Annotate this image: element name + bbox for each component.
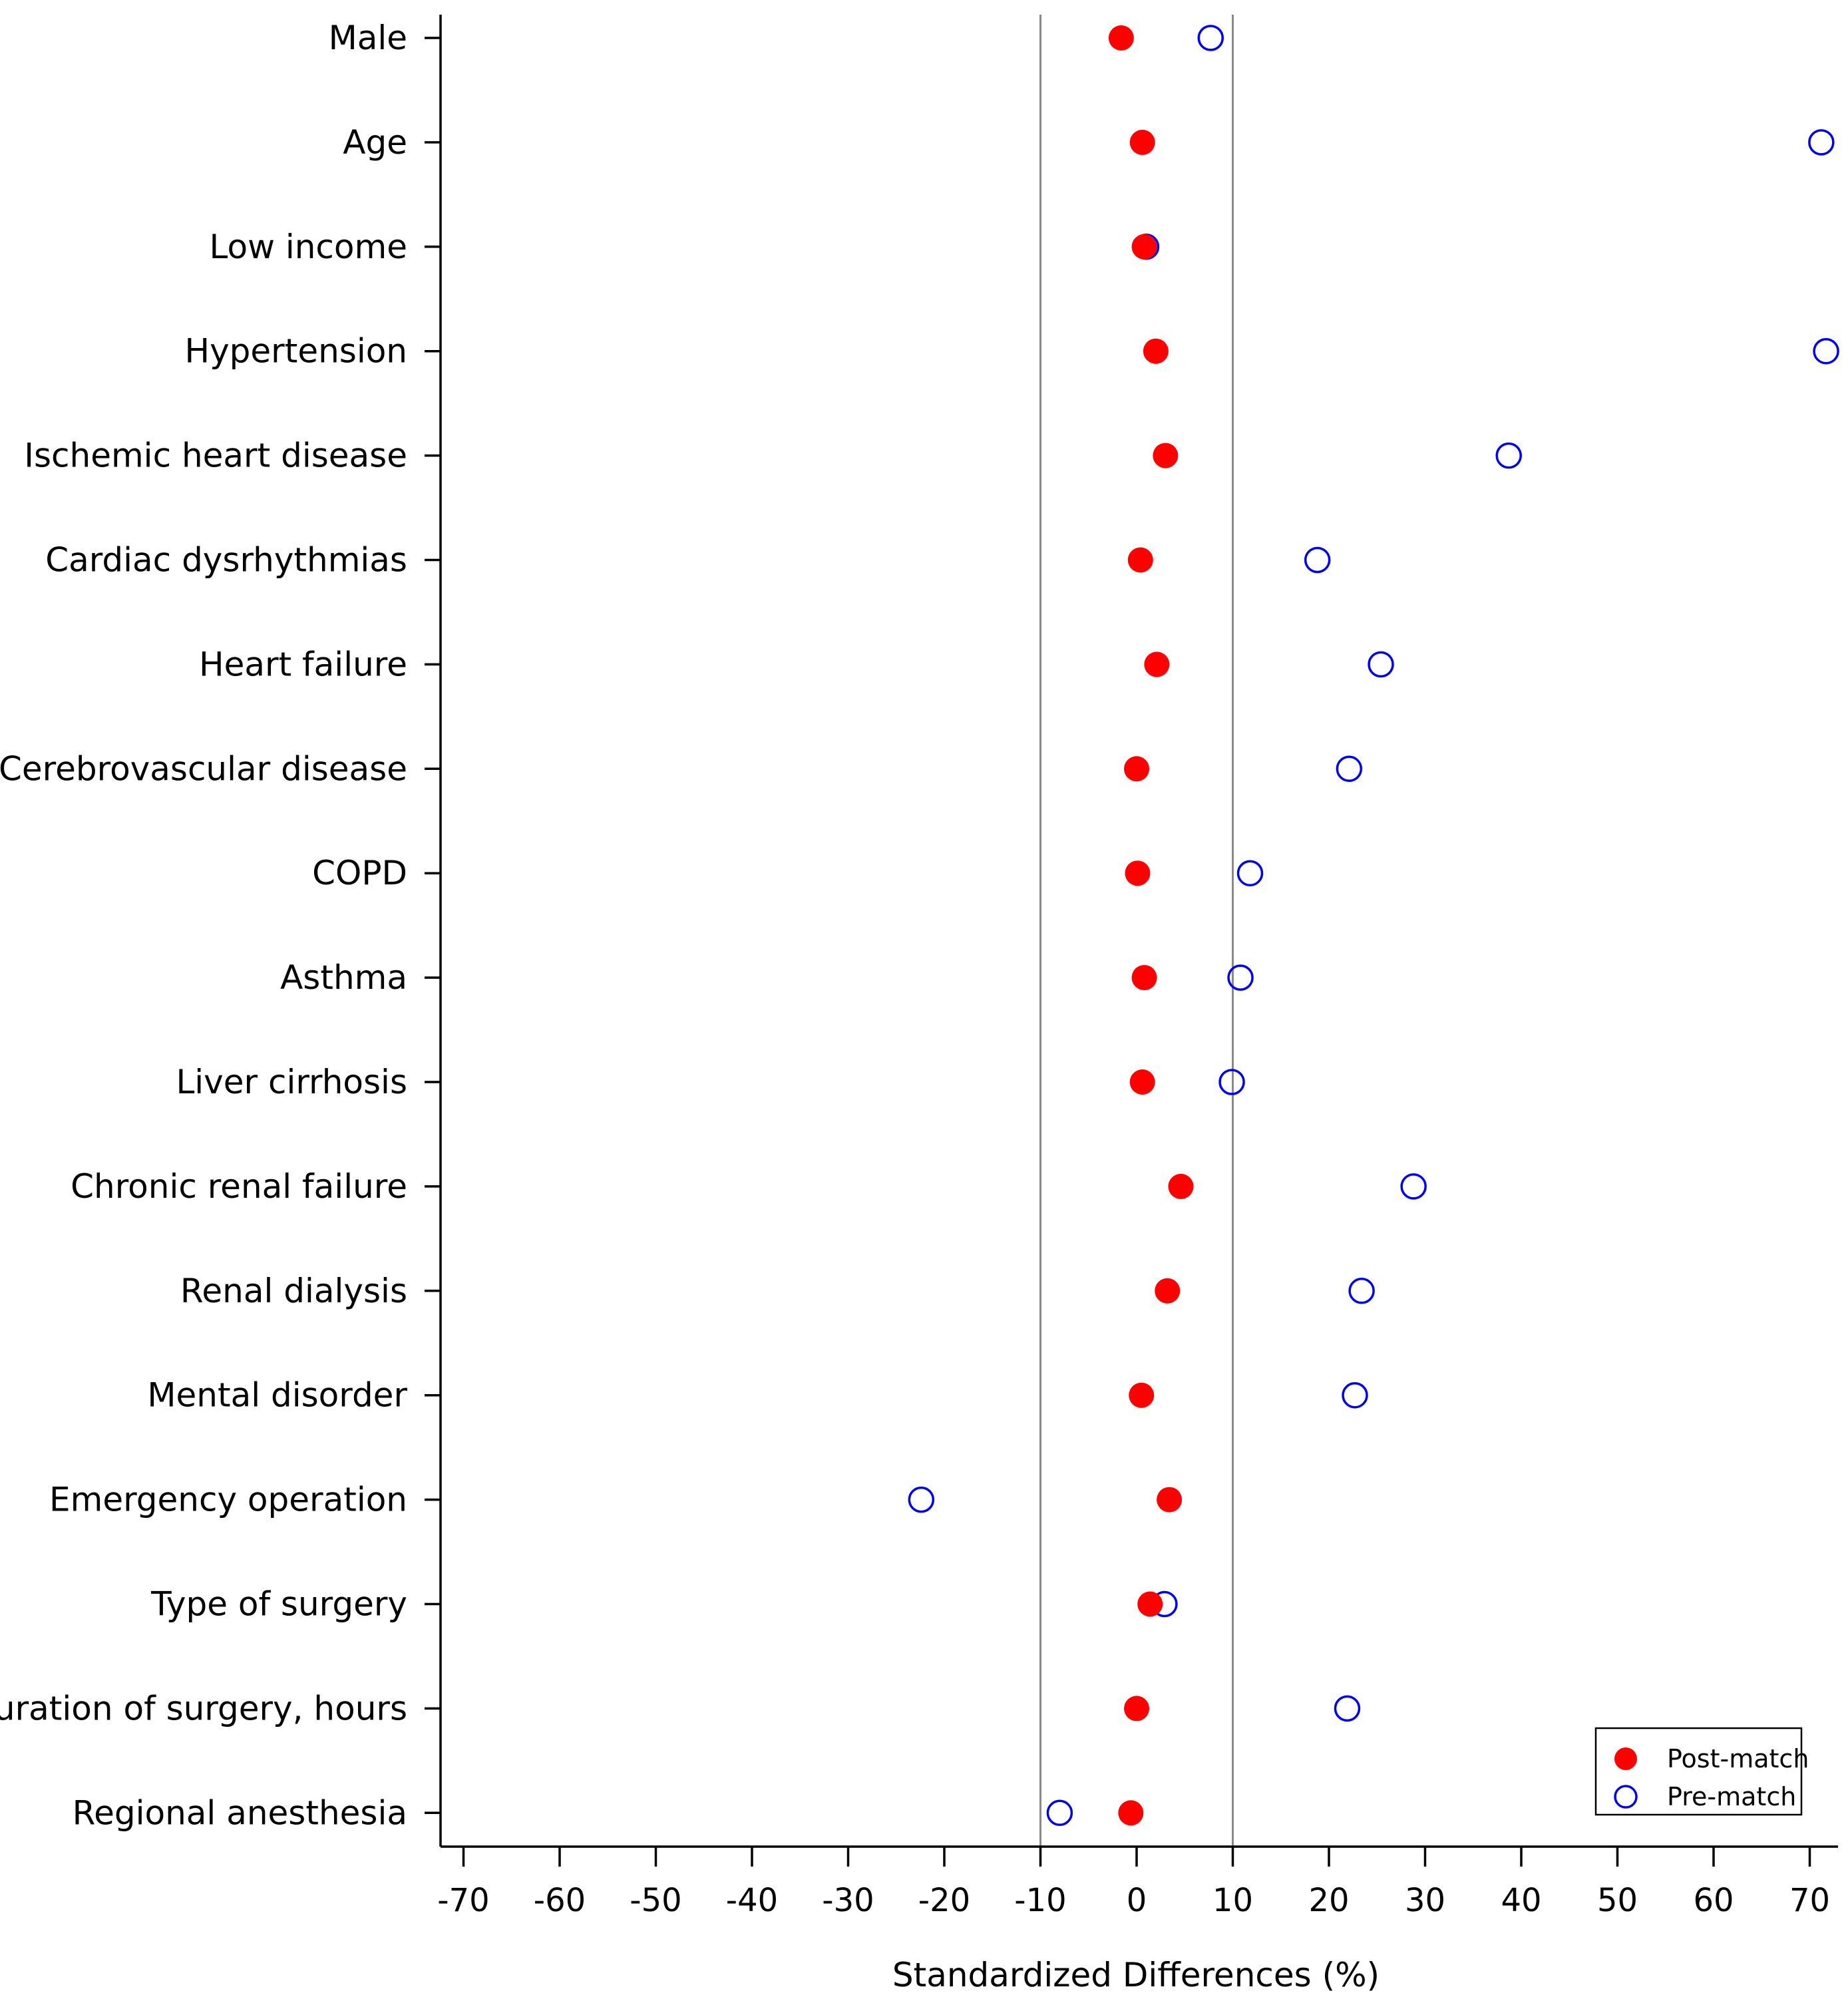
category-label: Heart failure: [199, 645, 407, 683]
point-post-match: [1125, 860, 1151, 886]
x-tick-label: 0: [1127, 1882, 1147, 1919]
point-post-match: [1118, 1800, 1144, 1826]
category-label: Emergency operation: [49, 1481, 407, 1519]
point-post-match: [1155, 1278, 1181, 1304]
category-label: Cerebrovascular disease: [0, 749, 407, 788]
point-pre-match: [1813, 337, 1839, 365]
point-post-match: [1153, 443, 1179, 468]
x-tick-label: -40: [726, 1882, 778, 1919]
category-label: COPD: [312, 854, 407, 892]
category-label: Type of surgery: [150, 1585, 407, 1624]
legend: Post-match Pre-match: [1594, 1727, 1809, 1816]
point-pre-match: [1368, 651, 1394, 678]
reference-lines: [1039, 15, 1234, 1847]
point-pre-match: [1304, 546, 1331, 574]
point-pre-match: [1197, 25, 1224, 51]
category-label: Hypertension: [184, 332, 407, 371]
point-post-match: [1124, 1696, 1149, 1722]
x-axis-ticks: -70 -60 -50 -40 -30 -20 -10 0 10 20 30 40 50 60 70: [437, 1847, 1830, 1919]
point-post-match: [1137, 1591, 1163, 1617]
category-label: Chronic renal failure: [71, 1167, 407, 1206]
point-pre-match: [1046, 1799, 1073, 1827]
x-axis-title: Standardized Differences (%): [892, 1956, 1380, 1994]
legend-label: Pre-match: [1667, 1782, 1796, 1811]
point-post-match: [1129, 129, 1155, 155]
x-tick-label: -30: [822, 1882, 874, 1919]
point-pre-match: [1218, 1069, 1245, 1095]
category-label: Low income: [210, 228, 408, 266]
point-pre-match: [908, 1486, 935, 1513]
point-pre-match: [1334, 1695, 1361, 1722]
point-pre-match: [1227, 964, 1254, 991]
point-pre-match: [1400, 1173, 1427, 1200]
axes: [439, 15, 1838, 1848]
point-pre-match: [1342, 1381, 1368, 1409]
legend-marker-pre-match: [1614, 1785, 1638, 1809]
x-tick-label: 50: [1597, 1882, 1638, 1919]
legend-marker-post-match: [1614, 1747, 1637, 1770]
category-label: Cardiac dysrhythmias: [45, 541, 407, 580]
category-label: Regional anesthesia: [73, 1793, 407, 1832]
category-label: Asthma: [280, 958, 407, 997]
category-label: Mental disorder: [147, 1376, 407, 1415]
legend-label: Post-match: [1667, 1744, 1809, 1773]
category-label: Renal dialysis: [180, 1272, 407, 1310]
point-post-match: [1143, 338, 1169, 364]
category-label: Liver cirrhosis: [176, 1063, 407, 1101]
legend-box: [1594, 1727, 1803, 1816]
point-post-match: [1124, 756, 1149, 782]
point-pre-match: [1236, 860, 1264, 886]
point-post-match: [1127, 547, 1153, 573]
x-tick-label: 70: [1789, 1882, 1830, 1919]
category-label: Male: [329, 19, 407, 57]
category-label: Duration of surgery, hours: [0, 1689, 407, 1728]
point-post-match: [1144, 651, 1170, 677]
x-tick-label: -50: [630, 1882, 681, 1919]
point-pre-match: [1495, 442, 1522, 469]
point-post-match: [1131, 965, 1157, 991]
x-tick-label: -20: [918, 1882, 970, 1919]
point-post-match: [1157, 1487, 1183, 1513]
point-post-match: [1168, 1173, 1194, 1199]
point-post-match: [1108, 25, 1134, 51]
x-tick-label: 20: [1308, 1882, 1349, 1919]
point-post-match: [1131, 234, 1157, 260]
category-label: Age: [343, 123, 407, 162]
x-tick-label: -70: [437, 1882, 489, 1919]
point-pre-match: [1336, 755, 1363, 783]
x-tick-label: 30: [1405, 1882, 1445, 1919]
x-tick-label: 40: [1501, 1882, 1541, 1919]
category-label: Ischemic heart disease: [24, 437, 407, 475]
x-tick-label: 60: [1693, 1882, 1734, 1919]
category-labels: Male Age Low income Hypertension Ischemic he…: [0, 19, 441, 1832]
x-tick-label: 10: [1212, 1882, 1253, 1919]
data-points: [908, 25, 1839, 1827]
point-post-match: [1129, 1069, 1155, 1095]
point-post-match: [1129, 1382, 1155, 1408]
x-tick-label: -10: [1014, 1882, 1066, 1919]
point-pre-match: [1348, 1278, 1375, 1304]
x-tick-label: -60: [534, 1882, 586, 1919]
point-pre-match: [1808, 129, 1835, 156]
